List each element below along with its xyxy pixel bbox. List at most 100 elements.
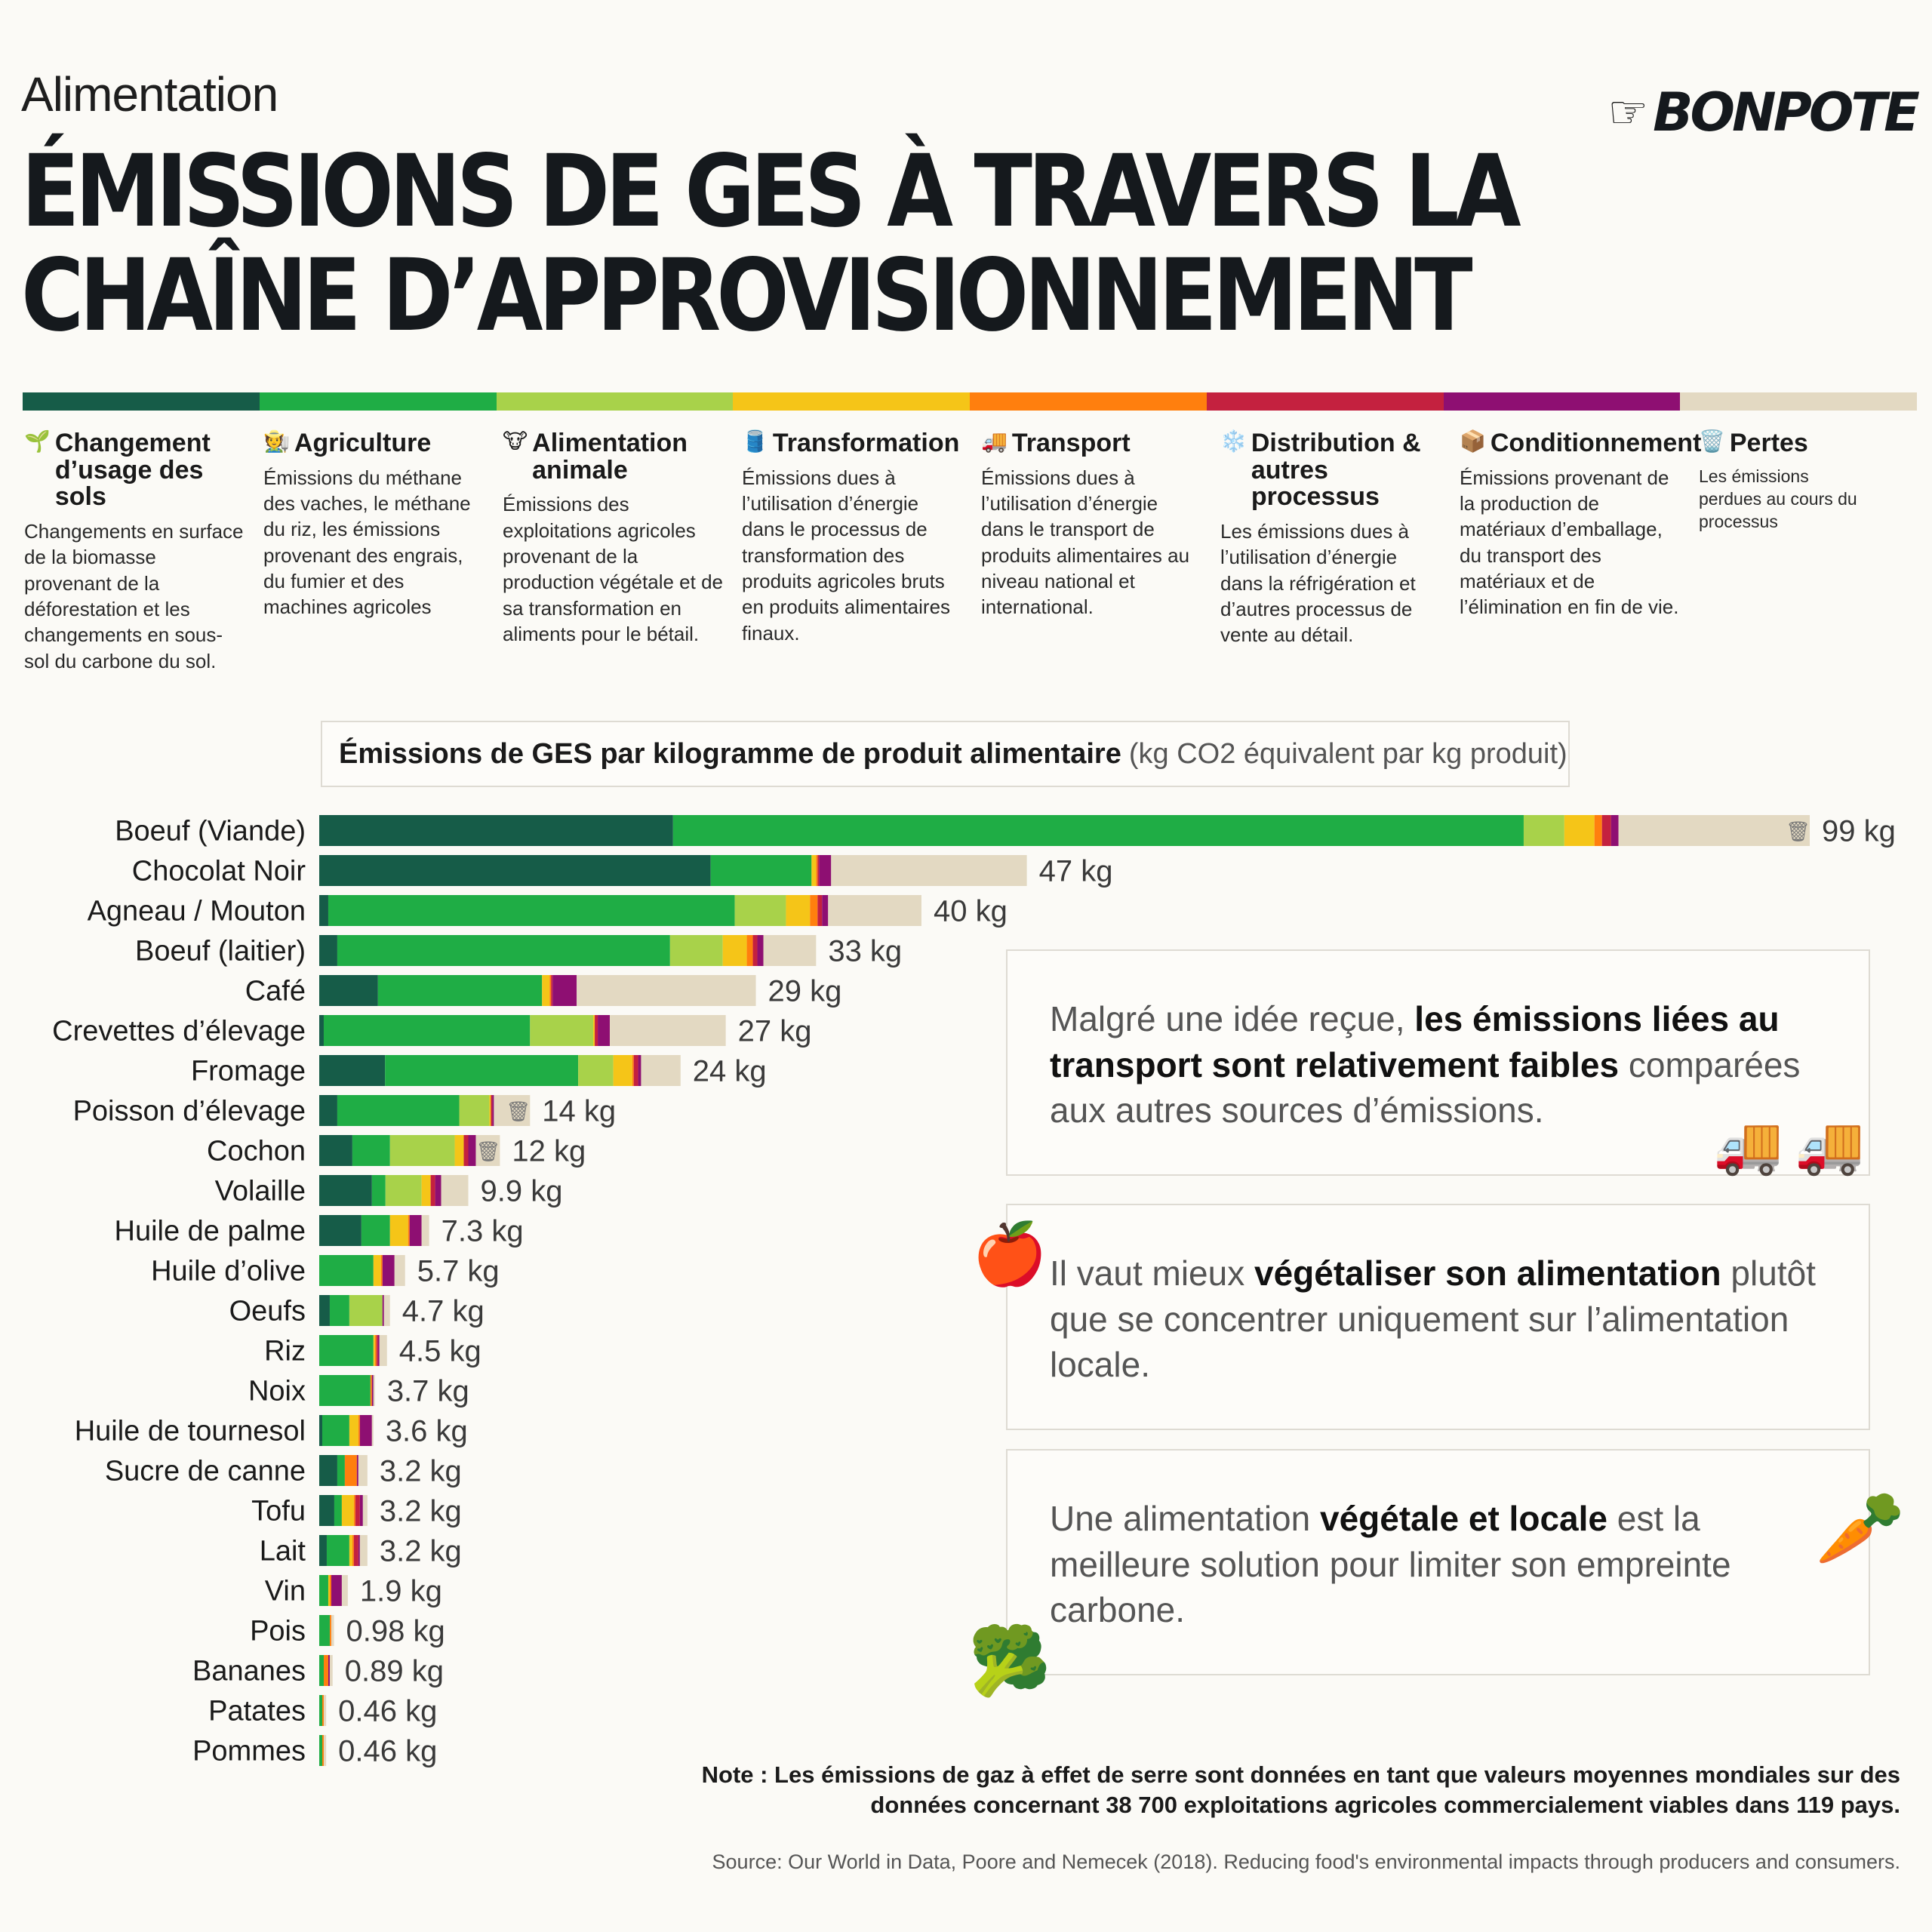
bar-segment-transf: [811, 855, 817, 886]
section-label: Alimentation: [21, 67, 278, 122]
chart-title-box: Émissions de GES par kilogramme de produ…: [321, 721, 1570, 787]
bar-segment-transf: [389, 1215, 408, 1246]
food-label: Bananes: [192, 1656, 306, 1687]
bar-segment-pertes: [1618, 815, 1810, 846]
bar-row: Sucre de canne 3.2 kg: [105, 1455, 462, 1488]
bar-segment-pertes: [421, 1215, 429, 1246]
category-description: Les émissions perdues au cours du proces…: [1699, 466, 1857, 532]
bar-segment-distr: [463, 1135, 469, 1166]
bar-segment-distr: [633, 1055, 638, 1086]
bar-segment-transp: [810, 895, 818, 926]
category-description: Changements en surface de la biomasse pr…: [24, 520, 244, 672]
bar-segment-distr: [1601, 815, 1611, 846]
bar-segment-pertes: [362, 1495, 368, 1526]
bar-row: Lait 3.2 kg: [260, 1535, 462, 1568]
bar-segment-cond: [409, 1215, 422, 1246]
bar-segment-cond: [359, 1415, 372, 1446]
value-label: 0.46 kg: [338, 1735, 437, 1768]
bar-row: Café 29 kg: [245, 975, 842, 1008]
food-label: Cochon: [207, 1136, 306, 1168]
bar-segment-transf: [349, 1415, 358, 1446]
bar-segment-sols: [319, 895, 328, 926]
food-label: Pommes: [192, 1736, 306, 1767]
food-label: Lait: [260, 1536, 306, 1567]
bar-segment-pertes: [323, 1695, 327, 1726]
bar-segment-agri: [323, 1015, 531, 1046]
food-label: Volaille: [215, 1176, 306, 1208]
bar-row: Pommes 0.46 kg: [192, 1735, 437, 1768]
bar-segment-transf: [373, 1335, 375, 1366]
value-label: 1.9 kg: [360, 1575, 442, 1608]
category-title: 🗑️ Pertes: [1699, 429, 1808, 457]
bar-row: Agneau / Mouton 40 kg: [88, 895, 1008, 928]
category-transp: 🚚 Transport Émissions dues à l’utilisation…: [981, 429, 1204, 620]
bar-segment-transp: [329, 1615, 331, 1646]
bar-row: Pois 0.98 kg: [250, 1615, 445, 1648]
bar-segment-transf: [421, 1175, 431, 1206]
page-title-line-2: CHAÎNE D’APPROVISIONNEMENT: [21, 238, 1473, 354]
bar-segment-transp: [374, 1335, 377, 1366]
category-pertes: 🗑️ Pertes Les émissions perdues au cours d…: [1699, 429, 1872, 534]
bar-segment-pertes: [383, 1295, 390, 1326]
food-label: Agneau / Mouton: [88, 896, 306, 928]
bar-segment-distr: [817, 855, 820, 886]
bar-row: Cochon 12 kg 🗑: [207, 1135, 586, 1168]
legend-swatch-agri: [259, 392, 497, 411]
value-label: 9.9 kg: [481, 1175, 563, 1208]
bar-segment-cond: [377, 1335, 380, 1366]
source-citation[interactable]: Source: Our World in Data, Poore and Nem…: [712, 1850, 1900, 1873]
value-label: 3.2 kg: [380, 1535, 462, 1568]
bar-segment-sols: [319, 935, 337, 966]
legend-swatch-cond: [1443, 392, 1681, 411]
food-label: Crevettes d’élevage: [52, 1016, 306, 1048]
bar-segment-agri: [319, 1575, 328, 1606]
bar-segment-transf: [349, 1535, 352, 1566]
bar-segment-sols: [319, 1495, 334, 1526]
page-title-line-1: ÉMISSIONS DE GES À TRAVERS LA: [21, 134, 1521, 250]
bar-segment-transp: [816, 855, 818, 886]
bar-segment-cond: [359, 1495, 363, 1526]
bar-segment-pertes: [610, 1015, 726, 1046]
bar-segment-agri: [319, 1695, 322, 1726]
bar-segment-cond: [435, 1175, 441, 1206]
bar-segment-agri: [319, 1615, 330, 1646]
bar-segment-cond: [638, 1055, 641, 1086]
broccoli-icon: 🥦: [968, 1623, 1051, 1698]
sols-icon: 🌱: [24, 429, 51, 453]
value-label: 99 kg: [1822, 815, 1896, 848]
bar-segment-distr: [376, 1335, 378, 1366]
category-description: Émissions des exploitations agricoles pr…: [503, 493, 723, 645]
footnote: Note : Les émissions de gaz à effet de s…: [701, 1761, 1900, 1819]
bar-segment-cond: [382, 1255, 395, 1286]
category-title: ❄️ Distribution & autres processus: [1220, 429, 1421, 512]
category-description: Émissions dues à l’utilisation d’énergie…: [981, 466, 1190, 619]
bar-segment-cond: [598, 1015, 611, 1046]
food-label: Chocolat Noir: [132, 856, 306, 888]
bar-segment-agri: [385, 1055, 579, 1086]
food-label: Café: [245, 976, 306, 1008]
bar-segment-pertes: [379, 1335, 387, 1366]
category-title: 🧑‍🌾 Agriculture: [263, 429, 432, 457]
food-label: Tofu: [251, 1496, 306, 1527]
bar-row: Huile de palme 7.3 kg: [115, 1215, 524, 1248]
bar-segment-cond: [492, 1095, 494, 1126]
bar-segment-cond: [331, 1575, 342, 1606]
category-cond: 📦 Conditionnement Émissions provenant de l…: [1460, 429, 1701, 620]
bar-segment-sols: [319, 1095, 337, 1126]
bar-row: Crevettes d’élevage 27 kg: [52, 1015, 811, 1048]
bar-row: Boeuf (Viande) 99 kg 🗑: [115, 815, 1896, 848]
food-label: Huile d’olive: [151, 1256, 306, 1287]
cond-icon: 📦: [1460, 429, 1486, 453]
bar-segment-sols: [319, 975, 378, 1006]
bar-segment-transf: [454, 1135, 464, 1166]
brand-logo[interactable]: ☞ BONPOTE: [1607, 82, 1920, 143]
bar-segment-pertes: [331, 1615, 334, 1646]
value-label: 3.2 kg: [380, 1495, 462, 1528]
bar-segment-cond: [552, 975, 577, 1006]
category-distr: ❄️ Distribution & autres processus Les émi…: [1220, 429, 1443, 648]
bar-segment-transf: [489, 1095, 491, 1126]
bar-row: Riz 4.5 kg: [264, 1335, 481, 1368]
category-anim: 🐮 Alimentation animale Émissions des explo…: [503, 429, 725, 647]
bar-row: Huile de tournesol 3.6 kg: [75, 1415, 468, 1448]
